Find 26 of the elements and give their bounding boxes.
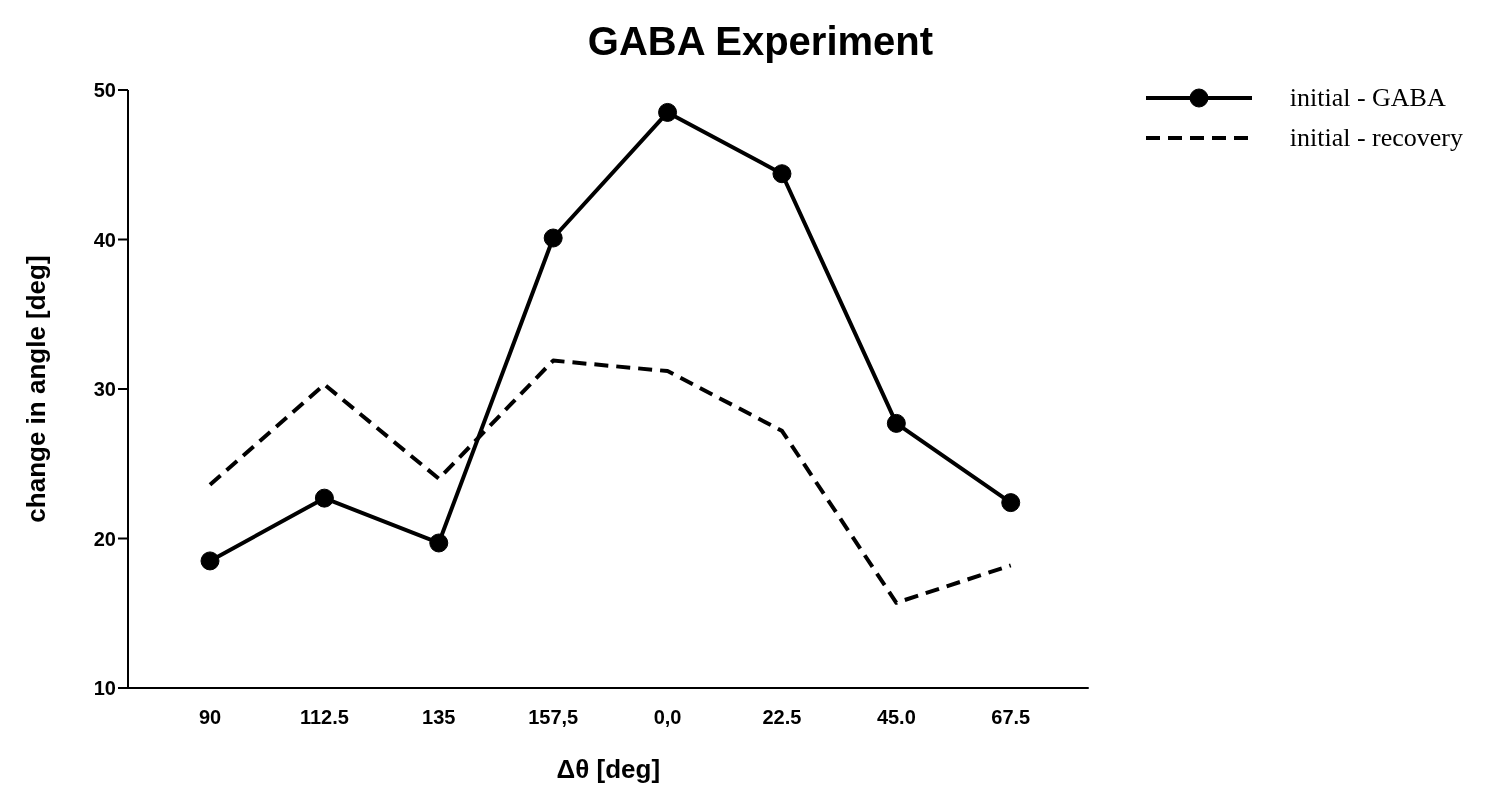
point bbox=[314, 488, 334, 508]
y-tick-label: 30 bbox=[93, 378, 116, 401]
x-tick-label: 112.5 bbox=[299, 706, 349, 729]
legend-label: initial - GABA bbox=[1289, 83, 1446, 113]
y-tick-label: 50 bbox=[93, 79, 116, 102]
point bbox=[886, 413, 906, 433]
x-tick-label: 90 bbox=[198, 706, 222, 729]
legend-label: initial - recovery bbox=[1289, 123, 1463, 153]
point bbox=[543, 228, 563, 248]
point bbox=[429, 533, 449, 553]
x-tick-label: 45.0 bbox=[876, 706, 916, 729]
point bbox=[772, 164, 792, 184]
x-tick-label: 135 bbox=[422, 706, 456, 729]
x-tick-label: 22.5 bbox=[762, 706, 802, 729]
y-tick-label: 20 bbox=[93, 527, 116, 550]
y-axis-title: change in angle [deg] bbox=[21, 255, 52, 523]
point bbox=[1001, 493, 1021, 513]
x-axis-title: Δθ [deg] bbox=[556, 754, 661, 784]
point bbox=[658, 102, 678, 122]
chart-title: GABA Experiment bbox=[586, 18, 935, 65]
y-tick-label: 10 bbox=[93, 677, 116, 700]
point bbox=[200, 551, 220, 571]
x-tick-label: 0,0 bbox=[653, 706, 682, 729]
y-tick-label: 40 bbox=[93, 228, 116, 251]
x-tick-label: 157,5 bbox=[528, 706, 579, 729]
x-tick-label: 67.5 bbox=[991, 706, 1031, 729]
